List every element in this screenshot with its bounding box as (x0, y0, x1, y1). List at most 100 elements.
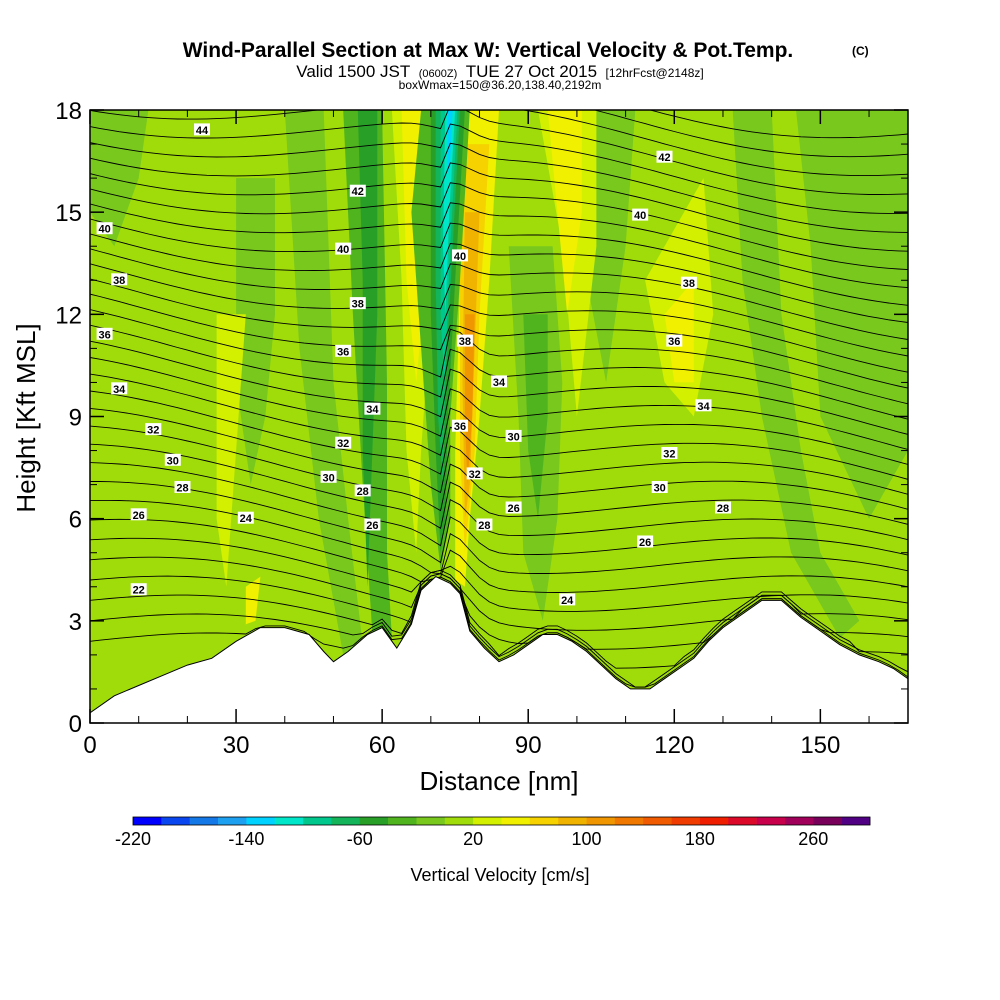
svg-text:24: 24 (561, 595, 574, 607)
y-tick-label: 18 (55, 98, 82, 125)
theta-contour-label: 26 (637, 535, 654, 549)
colorbar-swatch (246, 817, 276, 825)
theta-contour-label: 38 (349, 297, 366, 311)
svg-text:44: 44 (196, 125, 209, 137)
theta-contour-label: 32 (145, 423, 162, 437)
theta-contour-line (90, 373, 908, 465)
colorbar-label: Vertical Velocity [cm/s] (410, 865, 589, 885)
theta-contour-line (90, 407, 908, 495)
theta-contour-line (648, 110, 908, 139)
theta-contour-label: 36 (96, 327, 113, 341)
x-tick-label: 150 (800, 732, 840, 759)
x-tick-label: 0 (83, 732, 96, 759)
theta-contour-line (90, 263, 908, 357)
svg-text:34: 34 (113, 384, 126, 396)
colorbar-swatch (699, 817, 729, 825)
x-tick-label: 120 (654, 732, 694, 759)
svg-text:38: 38 (683, 278, 695, 290)
theta-contour-label: 32 (466, 467, 483, 481)
colorbar-swatch (331, 817, 361, 825)
theta-contour-line (90, 481, 908, 564)
colorbar-tick-label: 180 (685, 829, 715, 849)
svg-text:26: 26 (366, 520, 378, 532)
colorbar-swatch (189, 817, 219, 825)
colorbar-swatch (161, 817, 190, 825)
y-tick-label: 12 (55, 302, 82, 329)
colorbar-swatch (813, 817, 842, 825)
velocity-region (523, 314, 548, 519)
theta-contour-label: 34 (695, 399, 712, 413)
theta-contour-label: 36 (666, 334, 683, 348)
svg-text:34: 34 (697, 401, 710, 413)
y-tick-label: 6 (69, 507, 82, 534)
svg-text:28: 28 (478, 520, 490, 532)
theta-contour-label: 30 (164, 453, 181, 467)
svg-text:28: 28 (357, 486, 369, 498)
theta-contour-label: 26 (364, 518, 381, 532)
svg-text:40: 40 (98, 224, 110, 236)
subtitle-forecast: [12hrFcst@2148z] (606, 66, 704, 80)
terrain (90, 576, 908, 723)
svg-text:36: 36 (454, 421, 466, 433)
theta-contour-label: 28 (174, 481, 191, 495)
theta-contour-line (90, 340, 908, 435)
theta-contour-label: 26 (130, 508, 147, 522)
colorbar-swatch (586, 817, 616, 825)
subtitle-valid-time: Valid 1500 JST (296, 62, 410, 81)
theta-contour-line (90, 293, 908, 389)
svg-text:28: 28 (176, 483, 188, 495)
colorbar-swatch (473, 817, 502, 825)
colorbar-swatch (756, 817, 786, 825)
colorbar-swatch (388, 817, 417, 825)
theta-contour-line (90, 162, 908, 252)
theta-contour-line (90, 248, 908, 340)
colorbar: -220 -140 -60 20 100 180 260 (115, 816, 871, 849)
svg-text:42: 42 (658, 152, 670, 164)
theta-contour-line (90, 309, 908, 405)
theta-contour-line (90, 182, 908, 271)
colorbar-swatch (558, 817, 587, 825)
theta-contour-line (90, 110, 908, 195)
y-tick-label: 3 (69, 609, 82, 636)
velocity-region (547, 110, 582, 315)
velocity-region (443, 110, 456, 315)
colorbar-swatch (218, 817, 247, 825)
colorbar-swatch (614, 817, 644, 825)
theta-contour-label: 40 (452, 249, 468, 263)
colorbar-swatch (444, 817, 474, 825)
velocity-region (245, 576, 261, 625)
theta-contour-label: 24 (237, 511, 254, 525)
colorbar-tick-label: 100 (571, 829, 601, 849)
x-tick-label: 90 (515, 732, 542, 759)
theta-contour-line (90, 575, 908, 650)
y-axis-label: Height [Kft MSL] (11, 323, 41, 512)
theta-contour-label: 28 (715, 501, 731, 515)
colorbar-swatch (416, 817, 446, 825)
theta-contour-label: 36 (452, 419, 468, 433)
svg-text:34: 34 (366, 404, 379, 416)
theta-contours (90, 110, 908, 688)
colorbar-swatch (359, 817, 389, 825)
theta-contour-label: 22 (130, 583, 147, 597)
theta-contour-label: 24 (559, 593, 576, 607)
theta-contour-line (90, 499, 908, 575)
colorbar-swatch (643, 817, 672, 825)
theta-contour-line (90, 518, 908, 593)
theta-contour-line (90, 278, 908, 373)
theta-contour-label: 30 (505, 429, 522, 443)
theta-contour-label: 26 (505, 501, 522, 515)
x-axis: 0 30 60 90 120 150 (83, 110, 870, 759)
theta-contour-line (90, 537, 908, 612)
colorbar-swatch (841, 817, 871, 825)
colorbar-swatch (303, 817, 332, 825)
svg-text:26: 26 (639, 537, 651, 549)
svg-text:38: 38 (113, 275, 125, 287)
chart-subtitle-box: boxWmax=150@36.20,138.40,2192m (399, 78, 602, 92)
y-tick-label: 9 (69, 405, 82, 432)
theta-contour-line (90, 462, 908, 547)
theta-contour-line (90, 390, 908, 480)
colorbar-swatch (728, 817, 757, 825)
velocity-region (90, 110, 149, 247)
svg-text:36: 36 (337, 346, 349, 358)
